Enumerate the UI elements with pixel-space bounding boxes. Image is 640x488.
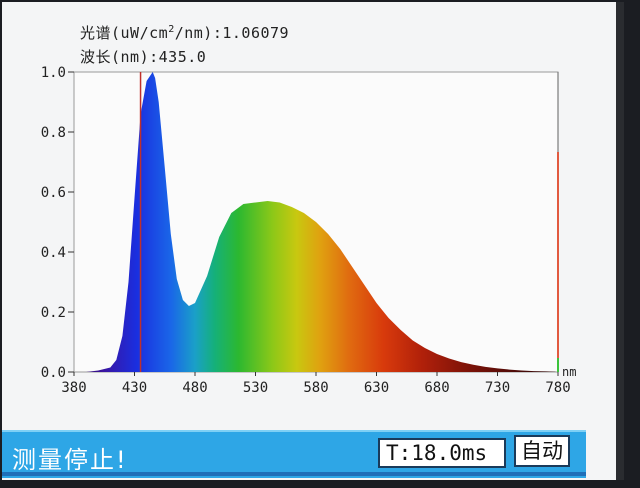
y-tick-label: 0.2 [41, 305, 66, 321]
spectrum-area [74, 72, 556, 372]
x-tick-label: 530 [243, 380, 268, 396]
auto-mode-button[interactable]: 自动 [514, 435, 570, 467]
x-tick-label: 630 [364, 380, 389, 396]
integration-time-field[interactable]: T:18.0ms [378, 438, 506, 468]
spectrum-label: 光谱(uW/cm [80, 24, 169, 42]
y-tick-label: 1.0 [41, 65, 66, 81]
x-tick-label: 680 [424, 380, 449, 396]
x-tick-label: 430 [122, 380, 147, 396]
status-message: 测量停止! [12, 446, 128, 474]
status-bar: 测量停止! T:18.0ms 自动 [2, 430, 586, 478]
y-tick-label: 0.0 [41, 365, 66, 381]
y-tick-label: 0.6 [41, 185, 66, 201]
spectrum-readout: 光谱(uW/cm2/nm):1.06079 [80, 22, 289, 43]
y-axis: 0.0 0.2 0.4 0.6 0.8 1.0 [41, 65, 74, 381]
x-tick-label: 380 [61, 380, 86, 396]
x-tick-label: 780 [545, 380, 570, 396]
spectrum-value: 1.06079 [222, 24, 290, 42]
x-tick-label: 580 [303, 380, 328, 396]
wavelength-value: 435.0 [158, 48, 207, 66]
y-tick-label: 0.8 [41, 125, 66, 141]
wavelength-label: 波长(nm): [80, 48, 159, 66]
y-tick-label: 0.4 [41, 245, 66, 261]
x-unit-label: nm [562, 365, 576, 379]
spectrum-label-tail: /nm): [174, 24, 223, 42]
status-underline [2, 472, 586, 476]
x-tick-label: 730 [485, 380, 510, 396]
spectrum-chart: 0.0 0.2 0.4 0.6 0.8 1.0 380 430 480 530 580 630 680… [41, 65, 577, 396]
spectrum-label-sup: 2 [168, 24, 175, 35]
x-axis: 380 430 480 530 580 630 680 730 780 [61, 372, 571, 396]
wavelength-readout: 波长(nm):435.0 [80, 46, 206, 67]
device-screen: 0.0 0.2 0.4 0.6 0.8 1.0 380 430 480 530 580 630 680… [2, 2, 624, 480]
x-tick-label: 480 [182, 380, 207, 396]
